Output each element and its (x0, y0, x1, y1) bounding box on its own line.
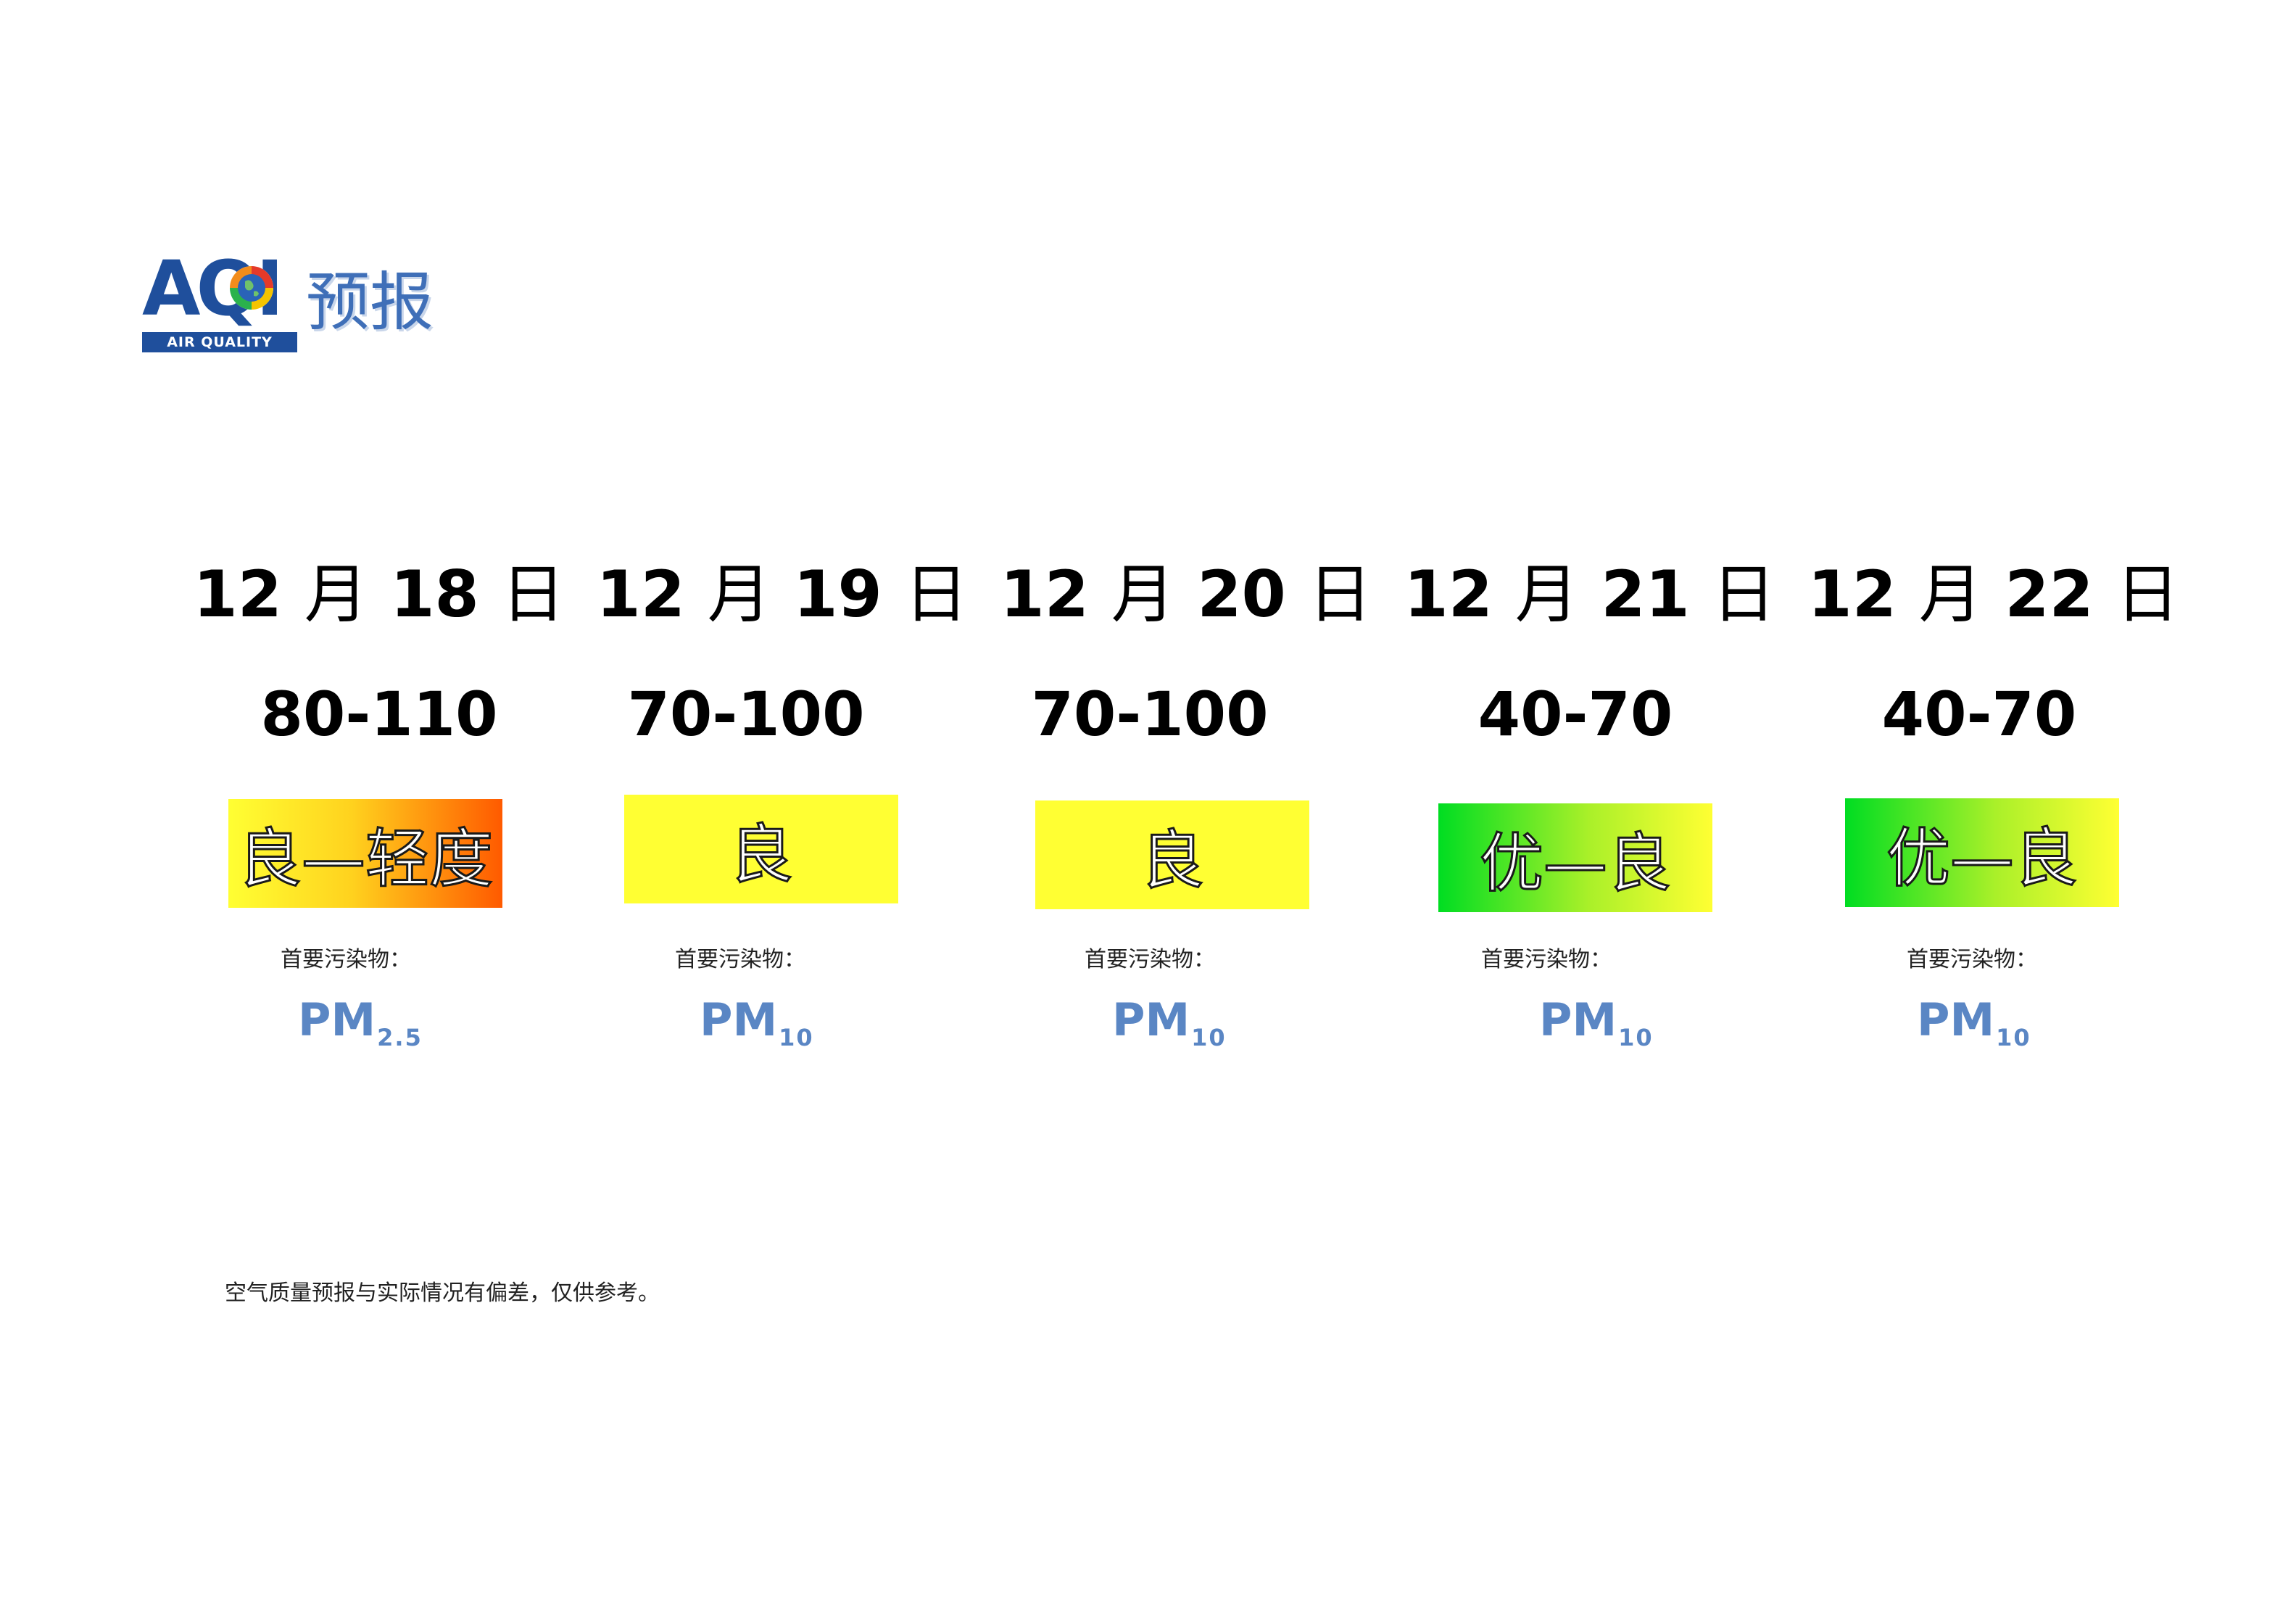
primary-pollutant-label: 首要污染物： (1085, 947, 1215, 972)
aqi-grade-badge: 良 (624, 795, 898, 903)
forecast-day-1: 12 月 18 日 80-110 良—轻度 首要污染物： PM2.5 (176, 0, 582, 1088)
primary-pollutant-label: 首要污染物： (281, 947, 411, 972)
forecast-date: 12 月 21 日 (1404, 557, 1776, 632)
aqi-grade-badge: 优—良 (1438, 803, 1712, 912)
primary-pollutant-value: PM2.5 (298, 993, 423, 1051)
aqi-grade-badge: 良—轻度 (228, 799, 502, 908)
primary-pollutant-value: PM10 (700, 993, 814, 1051)
forecast-date: 12 月 22 日 (1807, 557, 2180, 632)
aqi-grade-badge: 良 (1035, 800, 1309, 909)
primary-pollutant-label: 首要污染物： (1481, 947, 1612, 972)
primary-pollutant-value: PM10 (1112, 993, 1227, 1051)
forecast-date: 12 月 20 日 (1000, 557, 1372, 632)
aqi-range: 70-100 (1031, 679, 1269, 750)
forecast-day-4: 12 月 21 日 40-70 优—良 首要污染物： PM10 (1387, 0, 1793, 1088)
primary-pollutant-value: PM10 (1917, 993, 2031, 1051)
forecast-day-2: 12 月 19 日 70-100 良 首要污染物： PM10 (579, 0, 985, 1088)
aqi-logo: AQI AIR QUALITY INDEX 预报 (142, 249, 454, 371)
forecast-date: 12 月 18 日 (193, 557, 565, 632)
logo-title: 预报 (306, 265, 434, 339)
aqi-range: 40-70 (1881, 679, 2077, 750)
globe-icon (230, 266, 273, 310)
forecast-day-5: 12 月 22 日 40-70 优—良 首要污染物： PM10 (1791, 0, 2197, 1088)
aqi-range: 40-70 (1478, 679, 1673, 750)
aqi-range: 70-100 (627, 679, 865, 750)
aqi-grade-badge: 优—良 (1845, 798, 2119, 907)
primary-pollutant-label: 首要污染物： (675, 947, 805, 972)
disclaimer-note: 空气质量预报与实际情况有偏差，仅供参考。 (225, 1280, 660, 1306)
primary-pollutant-label: 首要污染物： (1907, 947, 2037, 972)
forecast-date: 12 月 19 日 (596, 557, 969, 632)
aqi-logo-mark: AQI AIR QUALITY INDEX (142, 249, 297, 371)
aqi-range: 80-110 (260, 679, 498, 750)
forecast-day-3: 12 月 20 日 70-100 良 首要污染物： PM10 (983, 0, 1389, 1088)
logo-strip: AIR QUALITY INDEX (142, 332, 297, 371)
primary-pollutant-value: PM10 (1539, 993, 1654, 1051)
